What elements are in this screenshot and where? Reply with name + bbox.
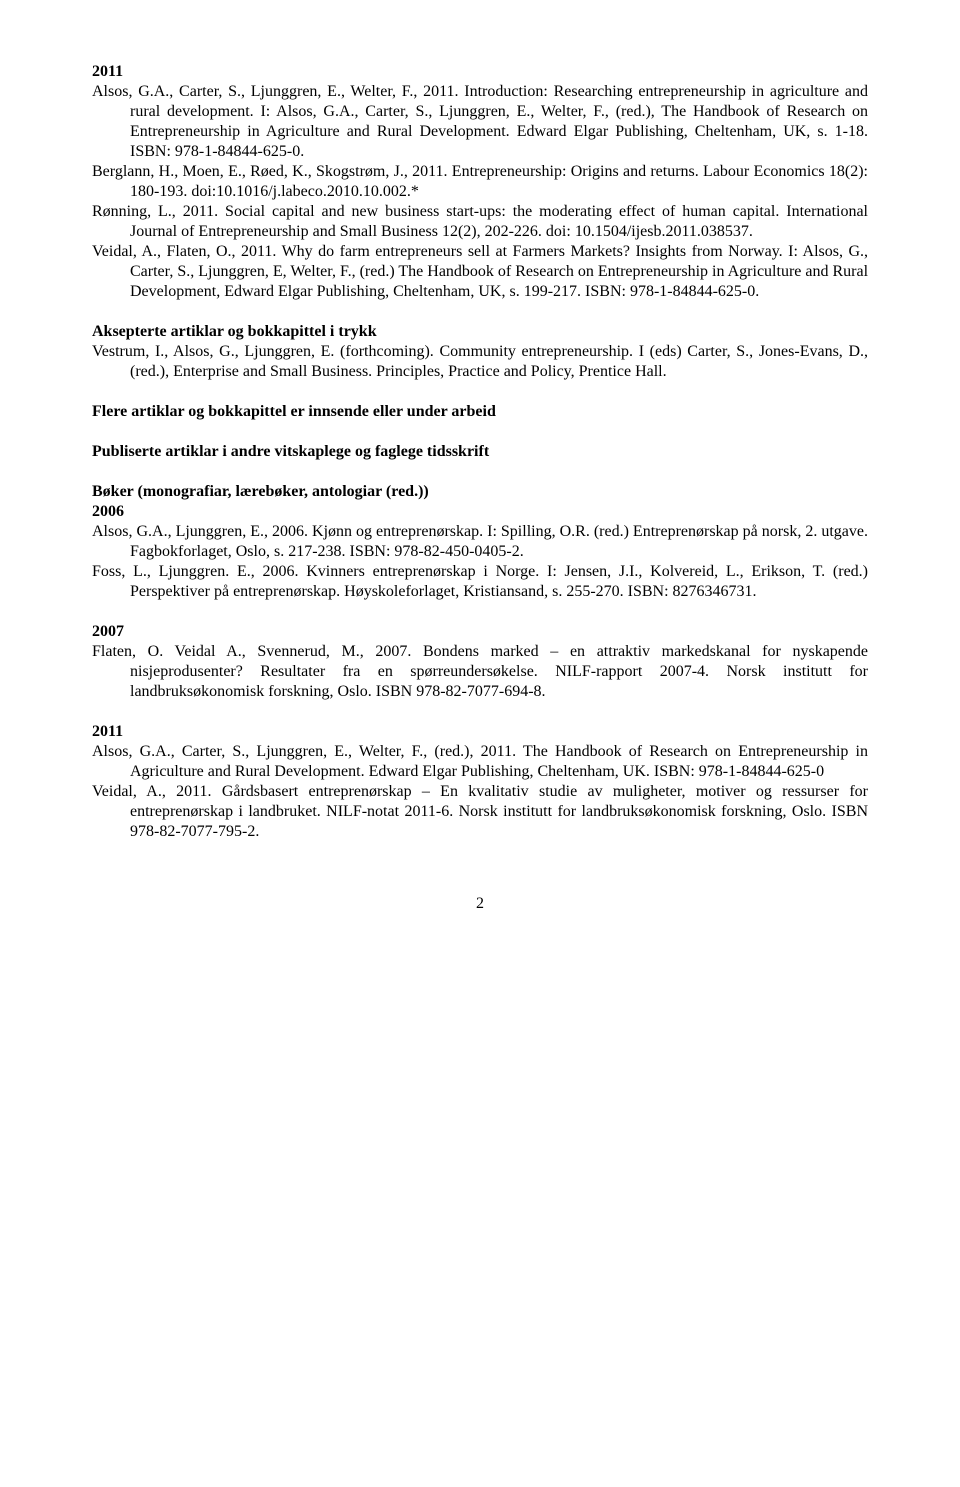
bibliography-entry: Berglann, H., Moen, E., Røed, K., Skogst… — [92, 162, 868, 202]
year-heading-2011: 2011 — [92, 62, 868, 82]
section-heading-published-other: Publiserte artiklar i andre vitskaplege … — [92, 442, 868, 462]
year-heading-2011b: 2011 — [92, 722, 868, 742]
bibliography-entry: Vestrum, I., Alsos, G., Ljunggren, E. (f… — [92, 342, 868, 382]
page-number: 2 — [92, 894, 868, 914]
year-heading-2007: 2007 — [92, 622, 868, 642]
bibliography-entry: Foss, L., Ljunggren. E., 2006. Kvinners … — [92, 562, 868, 602]
year-heading-2006: 2006 — [92, 502, 868, 522]
bibliography-entry: Flaten, O. Veidal A., Svennerud, M., 200… — [92, 642, 868, 702]
section-heading-books: Bøker (monografiar, lærebøker, antologia… — [92, 482, 868, 502]
bibliography-entry: Veidal, A., 2011. Gårdsbasert entreprenø… — [92, 782, 868, 842]
bibliography-entry: Alsos, G.A., Ljunggren, E., 2006. Kjønn … — [92, 522, 868, 562]
section-heading-accepted: Aksepterte artiklar og bokkapittel i try… — [92, 322, 868, 342]
bibliography-entry: Veidal, A., Flaten, O., 2011. Why do far… — [92, 242, 868, 302]
bibliography-entry: Alsos, G.A., Carter, S., Ljunggren, E., … — [92, 742, 868, 782]
section-heading-more-articles: Flere artiklar og bokkapittel er innsend… — [92, 402, 868, 422]
bibliography-entry: Rønning, L., 2011. Social capital and ne… — [92, 202, 868, 242]
bibliography-entry: Alsos, G.A., Carter, S., Ljunggren, E., … — [92, 82, 868, 162]
